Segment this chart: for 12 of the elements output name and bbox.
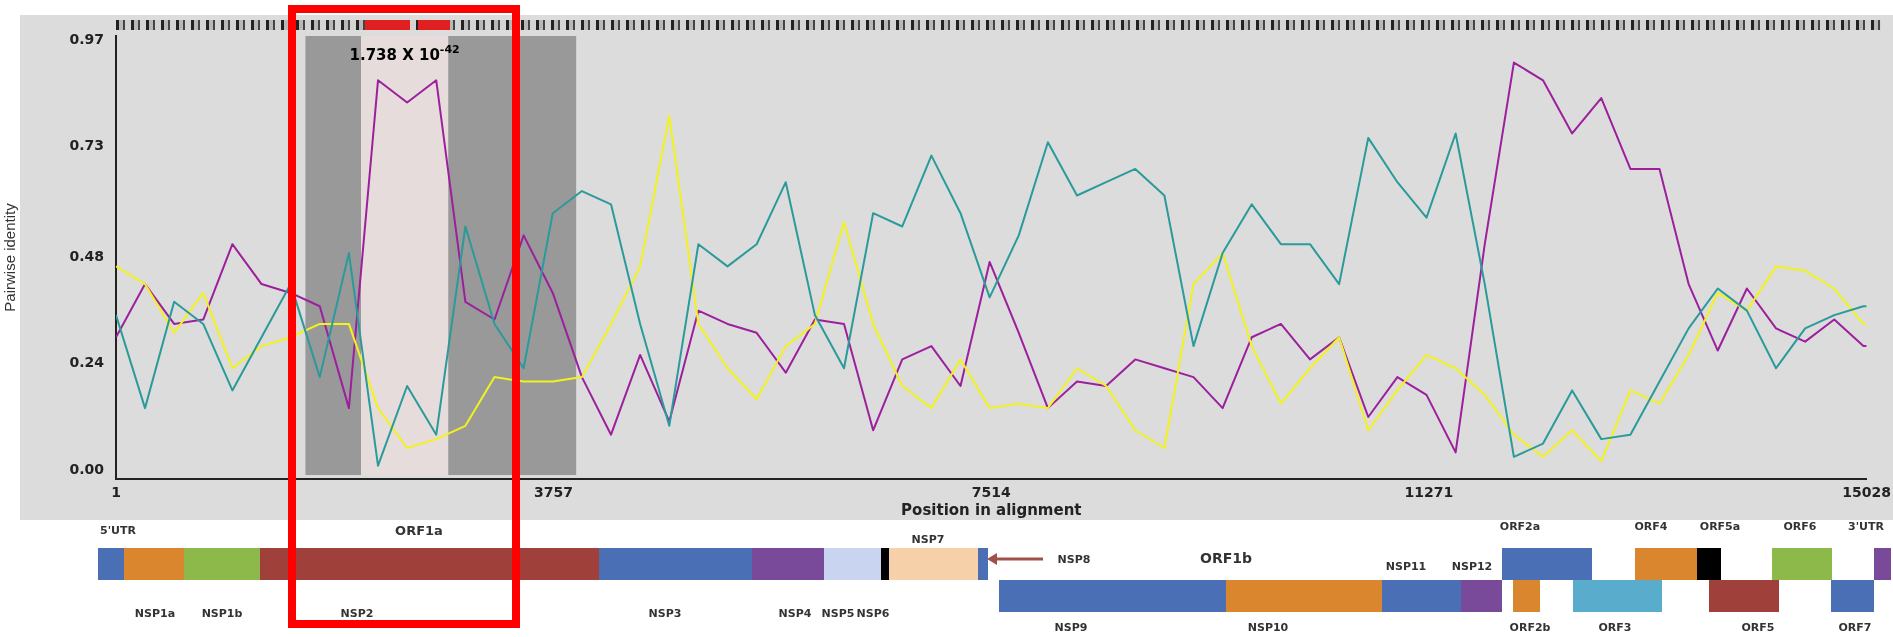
y-tick-label: 0.97	[69, 31, 104, 48]
x-tick-label: 3757	[534, 484, 574, 501]
y-tick-label: 0.24	[69, 354, 105, 371]
y-tick-label: 0.00	[69, 460, 105, 477]
x-tick-label: 15028	[1842, 484, 1892, 501]
y-axis-title: Pairwise identity	[1, 202, 19, 312]
x-tick-label: 7514	[971, 484, 1011, 501]
x-tick-label: 11271	[1404, 484, 1454, 501]
x-tick-label: 1	[111, 484, 121, 501]
y-tick-label: 0.48	[69, 248, 104, 265]
y-tick-label: 0.73	[69, 137, 104, 154]
x-axis-title: Position in alignment	[901, 500, 1082, 519]
